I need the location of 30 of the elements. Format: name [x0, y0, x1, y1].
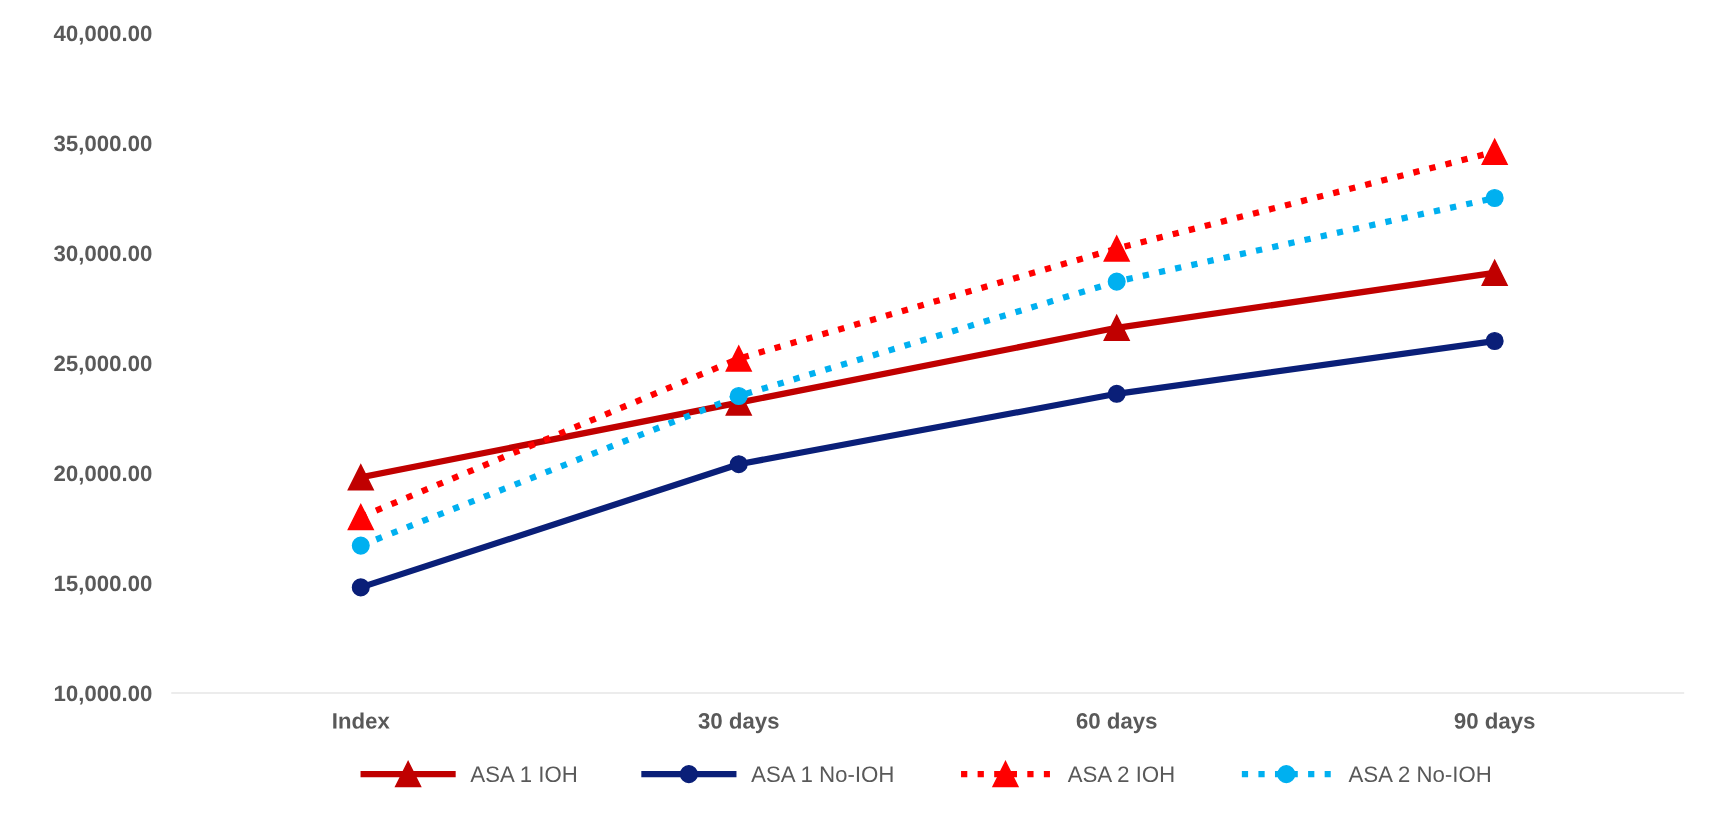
point [729, 386, 748, 406]
point [1107, 384, 1126, 403]
y-tick-label: 35,000.00 [54, 135, 152, 155]
x-tick-label: 30 days [698, 712, 779, 734]
y-tick-label: 30,000.00 [54, 245, 152, 265]
point [1485, 188, 1504, 208]
point [725, 345, 752, 372]
point [347, 464, 374, 491]
point [1103, 235, 1130, 262]
point [1481, 138, 1508, 165]
legend-label: ASA 1 No-IOH [751, 766, 893, 783]
y-tick-label: 10,000.00 [54, 685, 152, 705]
y-tick-label: 20,000.00 [54, 465, 152, 485]
x-tick-label: 90 days [1454, 712, 1535, 734]
x-tick-label: 60 days [1076, 712, 1157, 734]
y-tick-label: 40,000.00 [53, 25, 152, 45]
legend-label: ASA 2 IOH [1067, 766, 1174, 783]
point [729, 455, 748, 474]
point [1485, 331, 1504, 351]
y-tick-label: 15,000.00 [54, 575, 152, 595]
legend-label: ASA 2 No-IOH [1348, 766, 1490, 783]
legend-label: ASA 1 IOH [470, 766, 576, 783]
point [1107, 272, 1126, 291]
x-tick-label: Index [333, 712, 390, 729]
y-tick-label: 25,000.00 [54, 355, 152, 375]
point [351, 578, 370, 597]
point [347, 503, 374, 531]
point [351, 536, 370, 555]
point [1481, 259, 1508, 286]
point [1103, 314, 1130, 341]
